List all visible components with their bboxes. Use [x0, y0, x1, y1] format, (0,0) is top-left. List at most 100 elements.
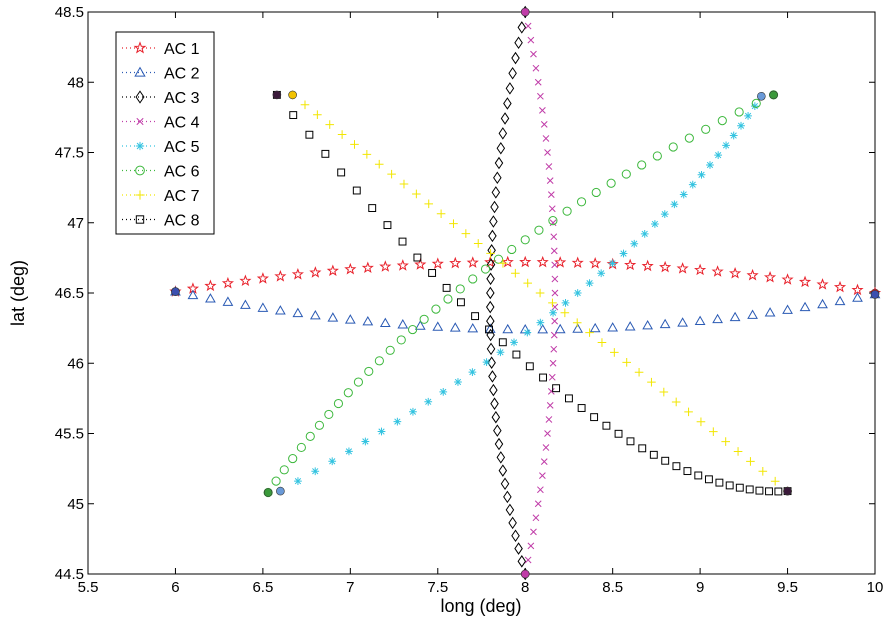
legend-label: AC 3	[164, 90, 200, 107]
data-point	[413, 253, 422, 262]
data-point	[755, 486, 764, 495]
data-point	[744, 112, 752, 120]
data-point	[694, 315, 706, 325]
data-point	[205, 293, 216, 303]
data-point	[532, 64, 540, 72]
data-point	[489, 215, 498, 228]
data-point	[550, 331, 558, 339]
legend-marker	[135, 90, 145, 104]
data-point	[746, 268, 759, 281]
data-point	[496, 141, 506, 155]
y-tick-label: 46.5	[55, 285, 84, 302]
data-point	[508, 516, 517, 530]
data-point	[488, 229, 497, 243]
data-point	[523, 278, 533, 288]
data-point	[328, 457, 337, 466]
data-point	[482, 358, 491, 367]
data-point	[626, 437, 635, 446]
data-point	[311, 467, 320, 476]
data-point	[326, 264, 339, 277]
data-point	[361, 437, 370, 446]
series-end-point	[870, 290, 880, 299]
data-point	[537, 323, 549, 334]
data-point	[505, 503, 515, 517]
data-point	[204, 279, 217, 292]
data-point	[486, 342, 496, 356]
data-point	[589, 322, 601, 333]
data-point	[697, 170, 706, 179]
data-point	[834, 295, 846, 306]
y-tick-label: 47.5	[55, 145, 84, 162]
data-point	[292, 307, 304, 318]
data-point	[486, 258, 496, 271]
data-point	[536, 255, 549, 268]
data-point	[387, 169, 396, 179]
data-point	[765, 487, 773, 496]
data-point	[424, 199, 434, 209]
data-point	[549, 359, 557, 367]
data-point	[377, 427, 386, 436]
series-ac-5	[276, 92, 766, 495]
data-point	[544, 149, 551, 156]
data-point	[461, 229, 471, 238]
data-point	[517, 21, 527, 34]
data-point	[296, 442, 306, 453]
data-point	[688, 180, 697, 189]
data-point	[546, 177, 554, 184]
data-point	[275, 305, 286, 315]
legend-entry-ac-7: AC 7	[122, 188, 200, 205]
data-point	[591, 187, 601, 198]
data-point	[608, 259, 617, 268]
data-point	[676, 262, 689, 274]
data-point	[540, 458, 548, 465]
data-point	[747, 309, 758, 319]
data-point	[431, 257, 444, 269]
data-point	[546, 402, 554, 409]
data-point	[396, 335, 406, 345]
data-point	[602, 421, 611, 430]
data-point	[305, 130, 314, 139]
data-point	[750, 102, 759, 110]
data-point	[764, 307, 776, 317]
series-ac-2	[170, 286, 881, 334]
data-point	[734, 107, 744, 117]
data-point	[511, 529, 520, 543]
data-point	[565, 394, 573, 403]
data-point	[300, 100, 310, 110]
data-point	[289, 111, 298, 120]
data-point	[542, 444, 550, 451]
data-point	[502, 323, 514, 334]
data-point	[597, 338, 607, 347]
data-point	[500, 477, 510, 491]
data-point	[494, 156, 504, 170]
legend-marker	[134, 66, 146, 77]
series-ac-3	[485, 5, 530, 581]
data-point	[647, 377, 656, 387]
endpoints-layer	[171, 7, 880, 579]
legend-entry-ac-8: AC 8	[122, 213, 200, 230]
data-point	[455, 284, 465, 294]
data-point	[490, 200, 499, 214]
data-point	[511, 268, 520, 278]
data-point	[500, 112, 510, 125]
data-point	[589, 257, 602, 269]
legend-label: AC 1	[164, 41, 200, 58]
data-point	[333, 398, 344, 409]
data-point	[542, 135, 550, 142]
data-point	[432, 321, 444, 331]
data-point	[288, 454, 298, 464]
data-point	[279, 465, 289, 475]
data-point	[630, 239, 639, 248]
data-point	[534, 500, 542, 508]
series-ac-8	[272, 90, 792, 496]
data-point	[309, 310, 321, 320]
data-point	[431, 304, 441, 314]
data-point	[547, 191, 555, 199]
x-tick-label: 8.5	[602, 579, 623, 596]
data-point	[746, 457, 755, 466]
data-point	[398, 237, 407, 246]
legend-entry-ac-3: AC 3	[122, 90, 200, 107]
x-tick-label: 6.5	[252, 579, 273, 596]
data-point	[291, 268, 304, 280]
data-point	[539, 472, 546, 480]
